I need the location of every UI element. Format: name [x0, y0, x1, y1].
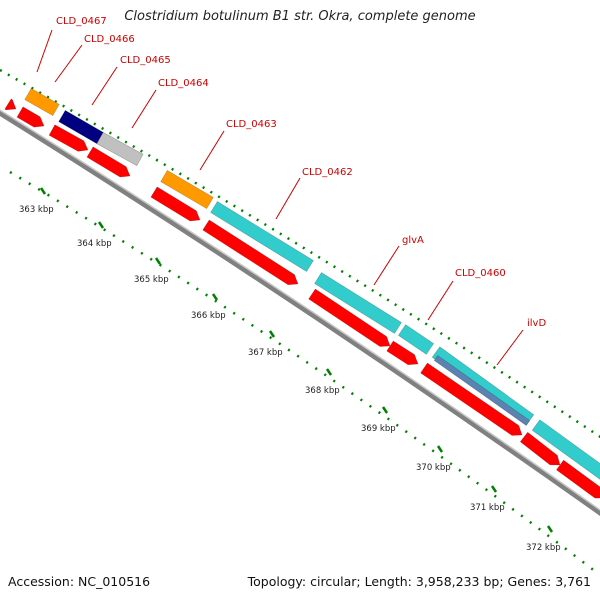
cds-arrow — [519, 431, 561, 466]
coordinate-label: 365 kbp — [134, 275, 169, 285]
gene-label: CLD_0465 — [120, 55, 171, 66]
major-tick — [436, 445, 444, 453]
major-tick — [268, 330, 276, 338]
callout-line — [427, 280, 454, 321]
coordinate-label: 364 kbp — [77, 239, 112, 249]
callout-line — [373, 245, 400, 286]
callout-line — [131, 89, 157, 129]
major-tick — [97, 221, 105, 229]
gene-label: CLD_0464 — [158, 78, 209, 89]
coordinate-label: 372 kbp — [526, 543, 561, 553]
outer-tick-ring — [0, 68, 600, 439]
coordinate-label: 370 kbp — [416, 463, 451, 473]
coordinate-label: 368 kbp — [305, 386, 340, 396]
callout-line — [91, 66, 118, 106]
gene-cld-0462 — [210, 201, 314, 272]
coordinate-label: 367 kbp — [248, 348, 283, 358]
gene-glva — [314, 272, 402, 334]
gene-label: ilvD — [527, 318, 546, 329]
callout-line — [275, 177, 301, 220]
major-tick — [325, 368, 333, 376]
coordinate-ring — [9, 170, 600, 576]
gene-cld-0464 — [96, 131, 144, 167]
cds-arrow — [386, 340, 419, 366]
callout-line — [36, 29, 53, 73]
major-tick — [154, 257, 162, 265]
genome-summary: Topology: circular; Length: 3,958,233 bp… — [247, 574, 591, 589]
gene-label: CLD_0466 — [84, 34, 135, 45]
cds-arrow — [48, 124, 89, 152]
cds-arrow — [4, 98, 17, 111]
callout-line — [54, 44, 83, 83]
gene-label: CLD_0460 — [455, 268, 506, 279]
gene-label: glvA — [402, 235, 424, 246]
coordinate-label: 371 kbp — [470, 503, 505, 513]
gene-cld-0467 — [24, 87, 60, 117]
cds-arrow — [16, 106, 45, 128]
gene-cld-0463 — [160, 169, 214, 210]
accession-label: Accession: NC_010516 — [8, 574, 151, 589]
major-tick — [39, 187, 47, 195]
major-tick — [546, 525, 554, 533]
map-title: Clostridium botulinum B1 str. Okra, comp… — [124, 9, 476, 24]
gene-label: CLD_0467 — [56, 16, 107, 27]
genome-backbone — [0, 110, 600, 516]
major-tick — [381, 406, 389, 414]
coordinate-label: 363 kbp — [19, 205, 54, 215]
gene-cld-0460 — [397, 324, 435, 355]
gene-ilvd-overlay — [433, 355, 531, 426]
cds-arrow — [308, 288, 391, 347]
gene-label: CLD_0463 — [226, 119, 277, 130]
cds-arrow — [150, 186, 201, 222]
gene-next — [531, 419, 600, 480]
major-tick — [490, 485, 498, 493]
callout-line — [496, 329, 524, 366]
cds-arrow — [556, 459, 600, 499]
cds-arrow — [86, 146, 131, 178]
major-tick — [211, 293, 219, 301]
callout-line — [199, 130, 225, 171]
coordinate-label: 366 kbp — [191, 311, 226, 321]
gene-label: CLD_0462 — [302, 167, 353, 178]
cds-arrow — [202, 219, 299, 286]
coordinate-label: 369 kbp — [361, 424, 396, 434]
cds-arrow — [420, 362, 523, 436]
backbone-highlight — [0, 109, 600, 511]
